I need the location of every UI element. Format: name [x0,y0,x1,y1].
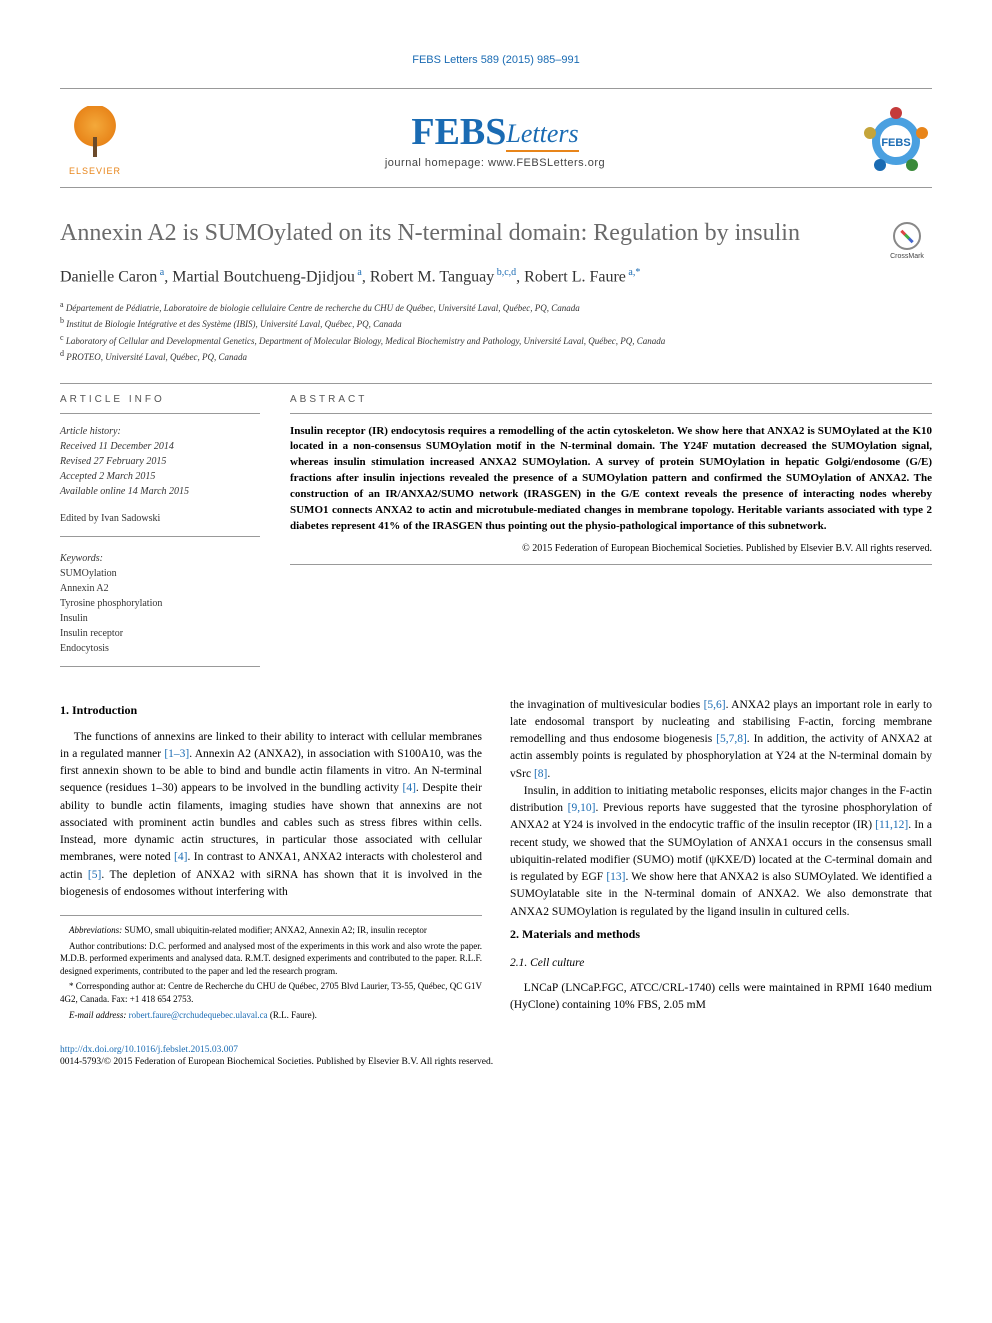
meta-row: ARTICLE INFO Article history: Received 1… [60,384,932,667]
journal-title-sub: Letters [506,119,578,152]
affiliation: a Département de Pédiatrie, Laboratoire … [60,299,932,316]
crossmark-label: CrossMark [882,253,932,260]
keyword: Insulin [60,611,260,626]
body-paragraph: The functions of annexins are linked to … [60,729,482,902]
abbrev-label: Abbreviations: [69,925,122,935]
citation-banner: FEBS Letters 589 (2015) 985–991 [60,50,932,68]
handling-editor: Edited by Ivan Sadowski [60,513,260,537]
abstract-copyright: © 2015 Federation of European Biochemica… [290,543,932,554]
crossmark-icon [893,222,921,250]
footnotes-block: Abbreviations: SUMO, small ubiquitin-rel… [60,915,482,1021]
affiliation: b Institut de Biologie Intégrative et de… [60,315,932,332]
keyword: SUMOylation [60,566,260,581]
journal-homepage: journal homepage: www.FEBSLetters.org [130,157,860,169]
journal-logo-block: FEBSLetters journal homepage: www.FEBSLe… [130,113,860,169]
issn-copyright-line: 0014-5793/© 2015 Federation of European … [60,1057,932,1067]
body-paragraph: Insulin, in addition to initiating metab… [510,783,932,921]
abbrev-text: SUMO, small ubiquitin-related modifier; … [124,925,426,935]
abstract-label: ABSTRACT [290,384,932,414]
article-title: Annexin A2 is SUMOylated on its N-termin… [60,218,932,249]
article-info-label: ARTICLE INFO [60,384,260,414]
footnote-corresponding: * Corresponding author at: Centre de Rec… [60,980,482,1005]
article-info-column: ARTICLE INFO Article history: Received 1… [60,384,260,667]
journal-header: ELSEVIER FEBSLetters journal homepage: w… [60,88,932,188]
article-history: Article history: Received 11 December 20… [60,424,260,499]
article-body: 1. Introduction The functions of annexin… [60,697,932,1022]
svg-text:FEBS: FEBS [881,137,910,149]
history-line: Available online 14 March 2015 [60,484,260,499]
history-header: Article history: [60,424,260,439]
affiliation: d PROTEO, Université Laval, Québec, PQ, … [60,348,932,365]
history-line: Revised 27 February 2015 [60,454,260,469]
keywords-header: Keywords: [60,551,260,566]
body-paragraph: LNCaP (LNCaP.FGC, ATCC/CRL-1740) cells w… [510,980,932,1015]
journal-title-main: FEBS [411,111,506,153]
body-paragraph: the invagination of multivesicular bodie… [510,697,932,783]
abstract-text: Insulin receptor (IR) endocytosis requir… [290,424,932,536]
keywords-block: Keywords: SUMOylationAnnexin A2Tyrosine … [60,551,260,667]
publisher-name: ELSEVIER [60,166,130,176]
keyword: Endocytosis [60,641,260,656]
elsevier-tree-icon [67,106,123,162]
email-link[interactable]: robert.faure@crchudequebec.ulaval.ca [129,1010,268,1020]
journal-title: FEBSLetters [130,113,860,151]
email-attrib: (R.L. Faure). [270,1010,317,1020]
abstract-column: ABSTRACT Insulin receptor (IR) endocytos… [290,384,932,667]
homepage-label: journal homepage: [385,157,485,169]
keyword: Insulin receptor [60,626,260,641]
footnote-email: E-mail address: robert.faure@crchudequeb… [60,1009,482,1022]
doi-line: http://dx.doi.org/10.1016/j.febslet.2015… [60,1045,932,1055]
author-list: Danielle Caron a, Martial Boutchueng-Dji… [60,267,932,286]
section-heading-methods: 2. Materials and methods [510,925,932,943]
abstract-box: Insulin receptor (IR) endocytosis requir… [290,424,932,566]
history-line: Received 11 December 2014 [60,439,260,454]
email-label: E-mail address: [69,1010,126,1020]
society-logo: FEBS [860,105,932,177]
section-heading-intro: 1. Introduction [60,701,482,719]
affiliation: c Laboratory of Cellular and Development… [60,332,932,349]
corresp-label: * Corresponding author at: [69,981,166,991]
keyword: Annexin A2 [60,581,260,596]
homepage-link[interactable]: www.FEBSLetters.org [488,157,605,169]
affiliation-list: a Département de Pédiatrie, Laboratoire … [60,299,932,365]
footnote-author-contributions: Author contributions: D.C. performed and… [60,940,482,978]
subsection-heading-cell-culture: 2.1. Cell culture [510,955,932,972]
crossmark-badge[interactable]: CrossMark [882,222,932,260]
footnote-abbreviations: Abbreviations: SUMO, small ubiquitin-rel… [60,924,482,937]
publisher-logo[interactable]: ELSEVIER [60,106,130,176]
keyword: Tyrosine phosphorylation [60,596,260,611]
citation-link[interactable]: FEBS Letters 589 (2015) 985–991 [412,54,580,66]
doi-link[interactable]: http://dx.doi.org/10.1016/j.febslet.2015… [60,1045,238,1055]
history-line: Accepted 2 March 2015 [60,469,260,484]
